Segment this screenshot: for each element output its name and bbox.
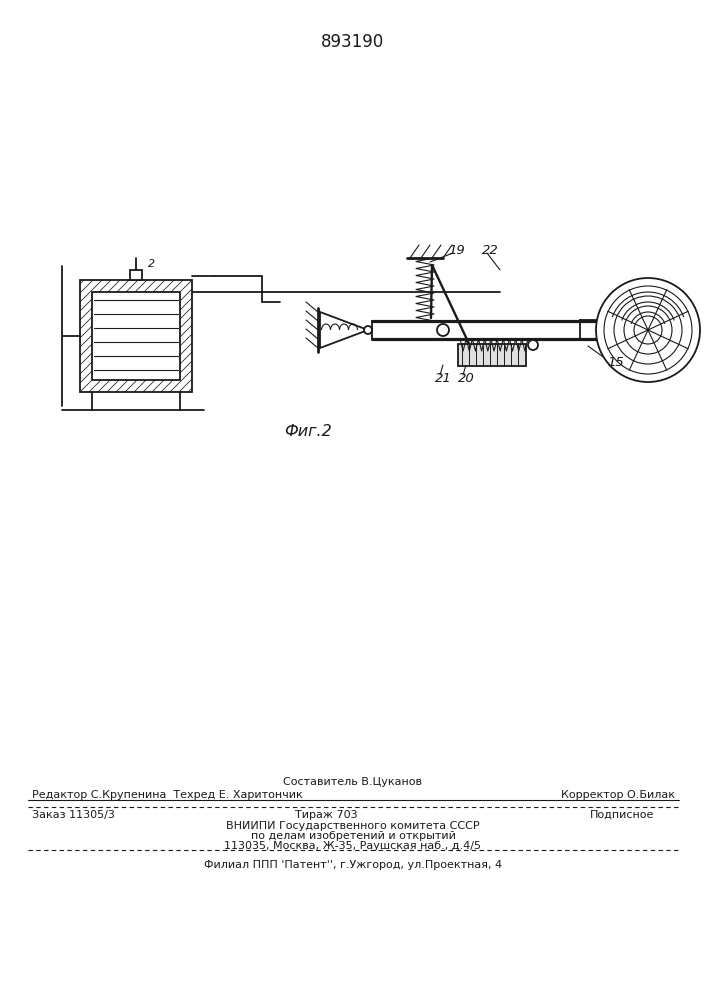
Text: 893190: 893190: [322, 33, 385, 51]
Bar: [458, 344, 526, 366]
Text: по делам изобретений и открытий: по делам изобретений и открытий: [250, 831, 455, 841]
Text: Фиг.2: Фиг.2: [284, 424, 332, 440]
Text: Заказ 11305/3: Заказ 11305/3: [32, 810, 115, 820]
Text: Составитель В.Цуканов: Составитель В.Цуканов: [284, 777, 423, 787]
Circle shape: [596, 278, 700, 382]
Circle shape: [364, 326, 372, 334]
Text: Корректор О.Билак: Корректор О.Билак: [561, 790, 675, 800]
Bar: [130, 270, 142, 280]
Text: 22: 22: [482, 243, 498, 256]
Text: 20: 20: [458, 371, 474, 384]
Text: Подписное: Подписное: [590, 810, 655, 820]
Text: 21: 21: [435, 371, 452, 384]
Text: 113035, Москва, Ж-35, Раушская наб., д.4/5: 113035, Москва, Ж-35, Раушская наб., д.4…: [225, 841, 481, 851]
Text: Тираж 703: Тираж 703: [295, 810, 358, 820]
Bar: [80, 280, 192, 392]
Circle shape: [437, 324, 449, 336]
Text: Редактор С.Крупенина  Техред Е. Харитончик: Редактор С.Крупенина Техред Е. Харитончи…: [32, 790, 303, 800]
Text: 15: 15: [607, 356, 624, 368]
Circle shape: [528, 340, 538, 350]
Text: 2: 2: [148, 259, 155, 269]
Bar: [92, 292, 180, 380]
Polygon shape: [320, 312, 368, 348]
Text: 19: 19: [448, 243, 464, 256]
Text: ВНИИПИ Государственного комитета СССР: ВНИИПИ Государственного комитета СССР: [226, 821, 480, 831]
Text: Филиал ППП 'Патент'', г.Ужгород, ул.Проектная, 4: Филиал ППП 'Патент'', г.Ужгород, ул.Прое…: [204, 860, 502, 870]
